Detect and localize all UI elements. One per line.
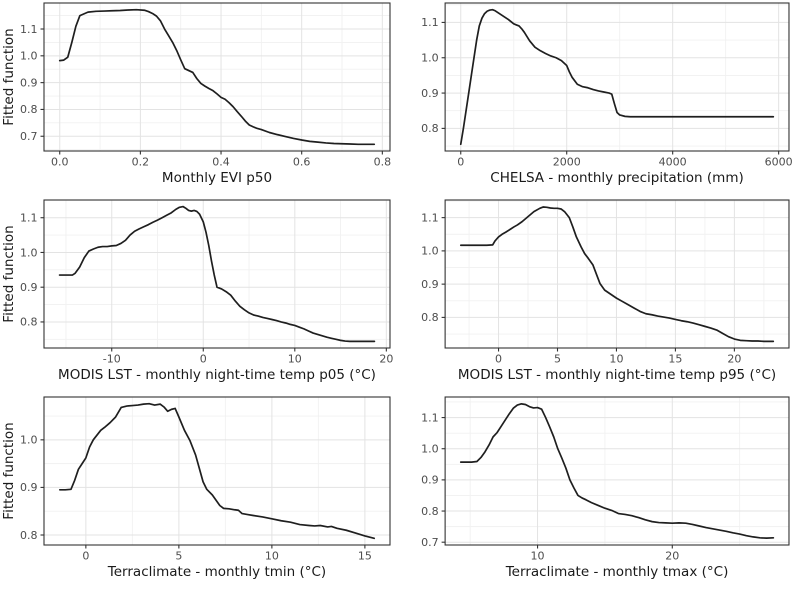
- chart-chelsa-precipitation: 0 2000 4000 6000 0.8 0.9 1.0 1.1 CHELSA - monthl…: [398, 0, 797, 197]
- x-tick-label: 0: [495, 353, 502, 366]
- y-tick-label: 0.9: [421, 278, 439, 291]
- x-tick-label: 2000: [553, 156, 581, 169]
- chart-monthly-evi-p50: 0.0 0.2 0.4 0.6 0.8 0.7 0.8 0.9 1.0 1.1 Monthly EV…: [0, 0, 398, 197]
- x-tick-label: 0: [82, 550, 89, 563]
- chart-modis-lst-p95: 0 5 10 15 20 0.8 0.9 1.0 1.1 MODIS LST - monthly …: [398, 197, 797, 394]
- x-tick-label: 0: [200, 353, 207, 366]
- y-tick-label: 0.8: [421, 311, 439, 324]
- y-tick-label: 0.9: [421, 474, 439, 487]
- fitted-curve: [459, 8, 775, 146]
- x-tick-label: 10: [288, 353, 302, 366]
- fitted-curve: [459, 206, 775, 343]
- y-tick-label: 0.9: [20, 481, 38, 494]
- y-tick-label: 0.7: [421, 536, 439, 549]
- y-tick-label: 0.8: [20, 529, 38, 542]
- y-tick-label: 1.1: [20, 212, 38, 225]
- x-axis-title: MODIS LST - monthly night-time temp p95 …: [458, 367, 776, 383]
- panel-background: [0, 0, 398, 197]
- fitted-curve: [58, 8, 376, 146]
- y-tick-label: 0.8: [20, 103, 38, 116]
- panel-border: [43, 396, 391, 546]
- y-tick-label: 0.9: [20, 281, 38, 294]
- x-tick-label: 20: [379, 353, 393, 366]
- y-axis-title: Fitted function: [1, 28, 17, 125]
- y-tick-label: 0.8: [421, 122, 439, 135]
- chart-terraclimate-tmax: 10 20 0.7 0.8 0.9 1.0 1.1 Terraclimate - monthl…: [398, 394, 797, 591]
- x-tick-label: 0: [457, 156, 464, 169]
- panel-terraclimate-tmax: 10 20 0.7 0.8 0.9 1.0 1.1 Terraclimate - monthl…: [398, 394, 797, 591]
- y-tick-label: 1.1: [421, 16, 439, 29]
- panel-background: [398, 0, 797, 197]
- y-tick-label: 1.1: [421, 211, 439, 224]
- x-axis-title: Terraclimate - monthly tmin (°C): [107, 564, 326, 580]
- y-axis-title: Fitted function: [1, 422, 17, 519]
- x-tick-label: 0.0: [51, 156, 69, 169]
- y-tick-label: 0.7: [20, 130, 38, 143]
- x-tick-label: 20: [665, 550, 679, 563]
- panel-background: [398, 197, 797, 394]
- chart-terraclimate-tmin: 0 5 10 15 0.8 0.9 1.0 Terraclimate - monthly tm…: [0, 394, 398, 591]
- x-tick-label: 10: [531, 550, 545, 563]
- x-tick-label: 10: [265, 550, 279, 563]
- x-tick-label: 4000: [659, 156, 687, 169]
- x-tick-label: 20: [727, 353, 741, 366]
- y-tick-label: 1.1: [20, 23, 38, 36]
- panel-monthly-evi-p50: 0.0 0.2 0.4 0.6 0.8 0.7 0.8 0.9 1.0 1.1 Monthly EV…: [0, 0, 398, 197]
- x-axis-title: Terraclimate - monthly tmax (°C): [505, 564, 729, 580]
- fitted-curve: [459, 403, 775, 539]
- panel-modis-lst-p95: 0 5 10 15 20 0.8 0.9 1.0 1.1 MODIS LST - monthly …: [398, 197, 797, 394]
- y-tick-label: 1.0: [421, 52, 439, 65]
- panel-modis-lst-p05: -10 0 10 20 0.8 0.9 1.0 1.1 MODIS LST - monthly …: [0, 197, 398, 394]
- y-tick-label: 1.0: [20, 246, 38, 259]
- y-axis-title: Fitted function: [1, 225, 17, 322]
- y-tick-label: 1.0: [421, 245, 439, 258]
- x-tick-label: 5: [175, 550, 182, 563]
- panel-background: [398, 394, 797, 591]
- x-axis-title: Monthly EVI p50: [162, 170, 272, 186]
- y-tick-label: 1.1: [421, 411, 439, 424]
- panel-border: [444, 2, 790, 152]
- x-tick-label: 0.4: [212, 156, 230, 169]
- x-tick-label: 5: [554, 353, 561, 366]
- x-tick-label: -10: [103, 353, 121, 366]
- x-tick-label: 0.2: [132, 156, 150, 169]
- x-tick-label: 15: [358, 550, 372, 563]
- y-tick-label: 0.8: [20, 316, 38, 329]
- x-axis-title: CHELSA - monthly precipitation (mm): [490, 170, 743, 186]
- panel-border: [444, 199, 790, 349]
- x-tick-label: 0.8: [374, 156, 392, 169]
- panel-background: [0, 394, 398, 591]
- panel-border: [43, 2, 391, 152]
- y-tick-label: 0.9: [20, 76, 38, 89]
- x-axis-title: MODIS LST - monthly night-time temp p05 …: [58, 367, 376, 383]
- panel-terraclimate-tmin: 0 5 10 15 0.8 0.9 1.0 Terraclimate - monthly tm…: [0, 394, 398, 591]
- y-tick-label: 1.0: [20, 50, 38, 63]
- chart-modis-lst-p05: -10 0 10 20 0.8 0.9 1.0 1.1 MODIS LST - monthly …: [0, 197, 398, 394]
- x-tick-label: 0.6: [293, 156, 311, 169]
- y-tick-label: 1.0: [20, 434, 38, 447]
- y-tick-label: 0.9: [421, 87, 439, 100]
- fitted-curve: [58, 402, 376, 540]
- panel-border: [444, 396, 790, 546]
- x-tick-label: 15: [668, 353, 682, 366]
- x-tick-label: 6000: [765, 156, 793, 169]
- panel-border: [43, 199, 391, 349]
- y-tick-label: 0.8: [421, 505, 439, 518]
- fitted-curve: [58, 205, 376, 343]
- panel-chelsa-precipitation: 0 2000 4000 6000 0.8 0.9 1.0 1.1 CHELSA - monthl…: [398, 0, 797, 197]
- x-tick-label: 10: [609, 353, 623, 366]
- y-tick-label: 1.0: [421, 443, 439, 456]
